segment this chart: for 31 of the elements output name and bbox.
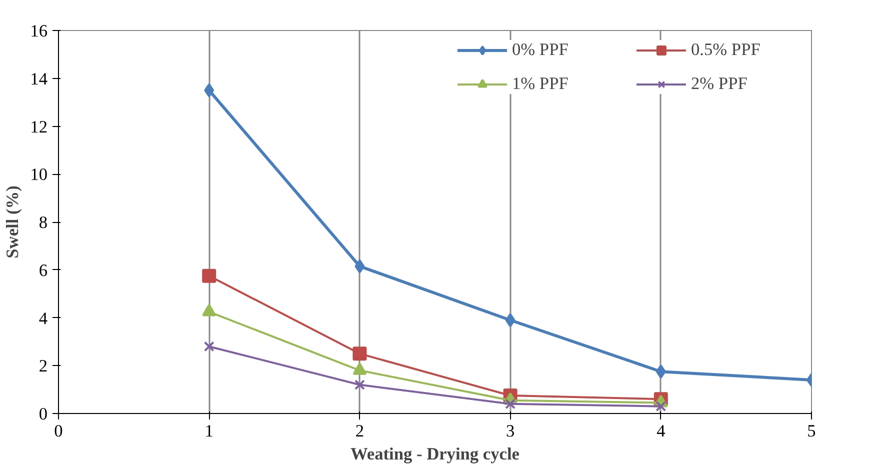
legend-label: 1% PPF — [512, 74, 570, 94]
legend-label: 0.5% PPF — [691, 40, 762, 60]
point — [202, 268, 216, 283]
x-tick-label: 1 — [204, 422, 214, 440]
point — [505, 398, 516, 410]
point — [352, 346, 367, 361]
y-tick-label: 0 — [38, 404, 48, 424]
x-tick-label: 5 — [807, 422, 816, 440]
legend-label: 2% PPF — [691, 74, 748, 94]
y-tick-label: 2 — [38, 356, 48, 376]
x-tick-label: 4 — [656, 422, 666, 440]
y-tick-label: 8 — [38, 213, 48, 232]
y-axis-title: Swell (%) — [3, 185, 22, 258]
point — [354, 380, 365, 390]
point — [204, 341, 214, 352]
x-tick-label: 2 — [355, 422, 364, 440]
y-tick-label: 4 — [38, 308, 48, 328]
x-tick-label: 3 — [506, 422, 515, 440]
legend-label: 0% PPF — [512, 40, 570, 60]
y-tick-label: 16 — [30, 22, 48, 40]
y-tick-label: 10 — [30, 165, 48, 184]
x-axis-title: Weating - Drying cycle — [350, 444, 520, 464]
point — [656, 401, 666, 412]
y-tick-label: 12 — [30, 117, 48, 136]
point — [656, 364, 666, 379]
point — [505, 313, 516, 328]
point — [354, 259, 365, 274]
y-tick-label: 14 — [30, 69, 48, 88]
x-tick-label: 0 — [54, 422, 63, 440]
y-tick-label: 6 — [38, 260, 48, 280]
point — [204, 83, 214, 98]
